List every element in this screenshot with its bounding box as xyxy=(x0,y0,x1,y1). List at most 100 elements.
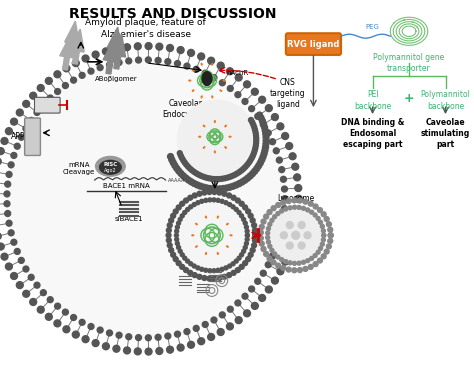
Circle shape xyxy=(219,80,225,86)
Text: siBACE1: siBACE1 xyxy=(115,215,144,221)
Circle shape xyxy=(175,237,179,241)
Circle shape xyxy=(258,236,263,240)
Circle shape xyxy=(192,193,197,198)
Circle shape xyxy=(253,233,258,238)
Circle shape xyxy=(282,258,289,265)
Circle shape xyxy=(288,206,292,210)
Circle shape xyxy=(236,268,240,273)
Circle shape xyxy=(188,179,194,185)
Circle shape xyxy=(306,259,310,263)
Circle shape xyxy=(250,218,255,223)
Circle shape xyxy=(169,248,173,252)
Circle shape xyxy=(327,222,331,227)
Circle shape xyxy=(204,198,208,202)
Circle shape xyxy=(217,276,222,280)
Circle shape xyxy=(295,206,302,213)
Circle shape xyxy=(235,92,241,98)
Circle shape xyxy=(214,186,219,192)
Circle shape xyxy=(196,172,201,177)
Circle shape xyxy=(227,323,233,330)
Circle shape xyxy=(268,207,324,263)
Circle shape xyxy=(249,106,255,111)
Circle shape xyxy=(186,259,190,263)
Circle shape xyxy=(169,157,175,163)
Circle shape xyxy=(92,51,99,58)
Circle shape xyxy=(286,199,291,203)
Circle shape xyxy=(214,177,219,182)
Circle shape xyxy=(270,218,274,222)
Circle shape xyxy=(276,234,283,240)
Circle shape xyxy=(191,169,197,174)
Circle shape xyxy=(252,168,258,174)
Circle shape xyxy=(267,256,272,261)
Circle shape xyxy=(254,135,259,140)
Circle shape xyxy=(165,59,171,65)
Circle shape xyxy=(253,143,258,148)
Circle shape xyxy=(169,218,173,223)
Circle shape xyxy=(324,217,329,221)
Circle shape xyxy=(212,190,217,194)
Circle shape xyxy=(23,101,30,107)
Circle shape xyxy=(23,290,30,297)
Text: APP: APP xyxy=(10,132,25,141)
Circle shape xyxy=(243,221,247,225)
Circle shape xyxy=(316,217,320,220)
Circle shape xyxy=(303,266,308,272)
Circle shape xyxy=(233,182,239,188)
Circle shape xyxy=(282,206,287,212)
FancyBboxPatch shape xyxy=(286,33,341,55)
FancyArrow shape xyxy=(64,21,79,56)
Circle shape xyxy=(282,196,288,202)
Circle shape xyxy=(292,261,297,265)
Circle shape xyxy=(228,86,233,91)
Circle shape xyxy=(10,273,18,279)
Circle shape xyxy=(259,294,265,301)
Circle shape xyxy=(168,154,173,159)
Circle shape xyxy=(186,164,191,169)
Circle shape xyxy=(259,96,265,103)
Circle shape xyxy=(202,276,207,280)
Circle shape xyxy=(282,133,289,140)
Circle shape xyxy=(92,340,99,347)
Circle shape xyxy=(180,264,184,269)
Circle shape xyxy=(268,222,272,226)
Circle shape xyxy=(188,270,193,275)
Text: hAchR: hAchR xyxy=(227,70,249,76)
Circle shape xyxy=(261,246,266,251)
Circle shape xyxy=(175,225,179,229)
Circle shape xyxy=(251,151,256,156)
Circle shape xyxy=(166,346,173,353)
Circle shape xyxy=(313,213,317,217)
Circle shape xyxy=(207,276,212,281)
Circle shape xyxy=(310,257,314,260)
Circle shape xyxy=(320,242,324,246)
Circle shape xyxy=(276,212,280,215)
Circle shape xyxy=(227,273,232,278)
Circle shape xyxy=(193,66,199,72)
Text: Caveolar
Endocytosis: Caveolar Endocytosis xyxy=(163,99,208,119)
Circle shape xyxy=(0,233,1,240)
Circle shape xyxy=(206,176,211,181)
Circle shape xyxy=(184,63,190,69)
Circle shape xyxy=(46,77,52,84)
Circle shape xyxy=(298,242,305,249)
Circle shape xyxy=(256,112,263,118)
Circle shape xyxy=(217,62,224,69)
Circle shape xyxy=(236,181,242,187)
Circle shape xyxy=(263,141,269,147)
Circle shape xyxy=(1,138,8,144)
Circle shape xyxy=(146,57,151,63)
Circle shape xyxy=(71,315,76,321)
Circle shape xyxy=(227,68,233,75)
Circle shape xyxy=(180,156,184,160)
Circle shape xyxy=(176,261,181,266)
Circle shape xyxy=(0,158,1,165)
Circle shape xyxy=(286,242,293,249)
Circle shape xyxy=(253,228,257,233)
Circle shape xyxy=(318,258,322,263)
Circle shape xyxy=(204,185,210,191)
Circle shape xyxy=(212,276,217,281)
Circle shape xyxy=(63,65,70,72)
Circle shape xyxy=(242,293,248,299)
Circle shape xyxy=(276,157,283,163)
